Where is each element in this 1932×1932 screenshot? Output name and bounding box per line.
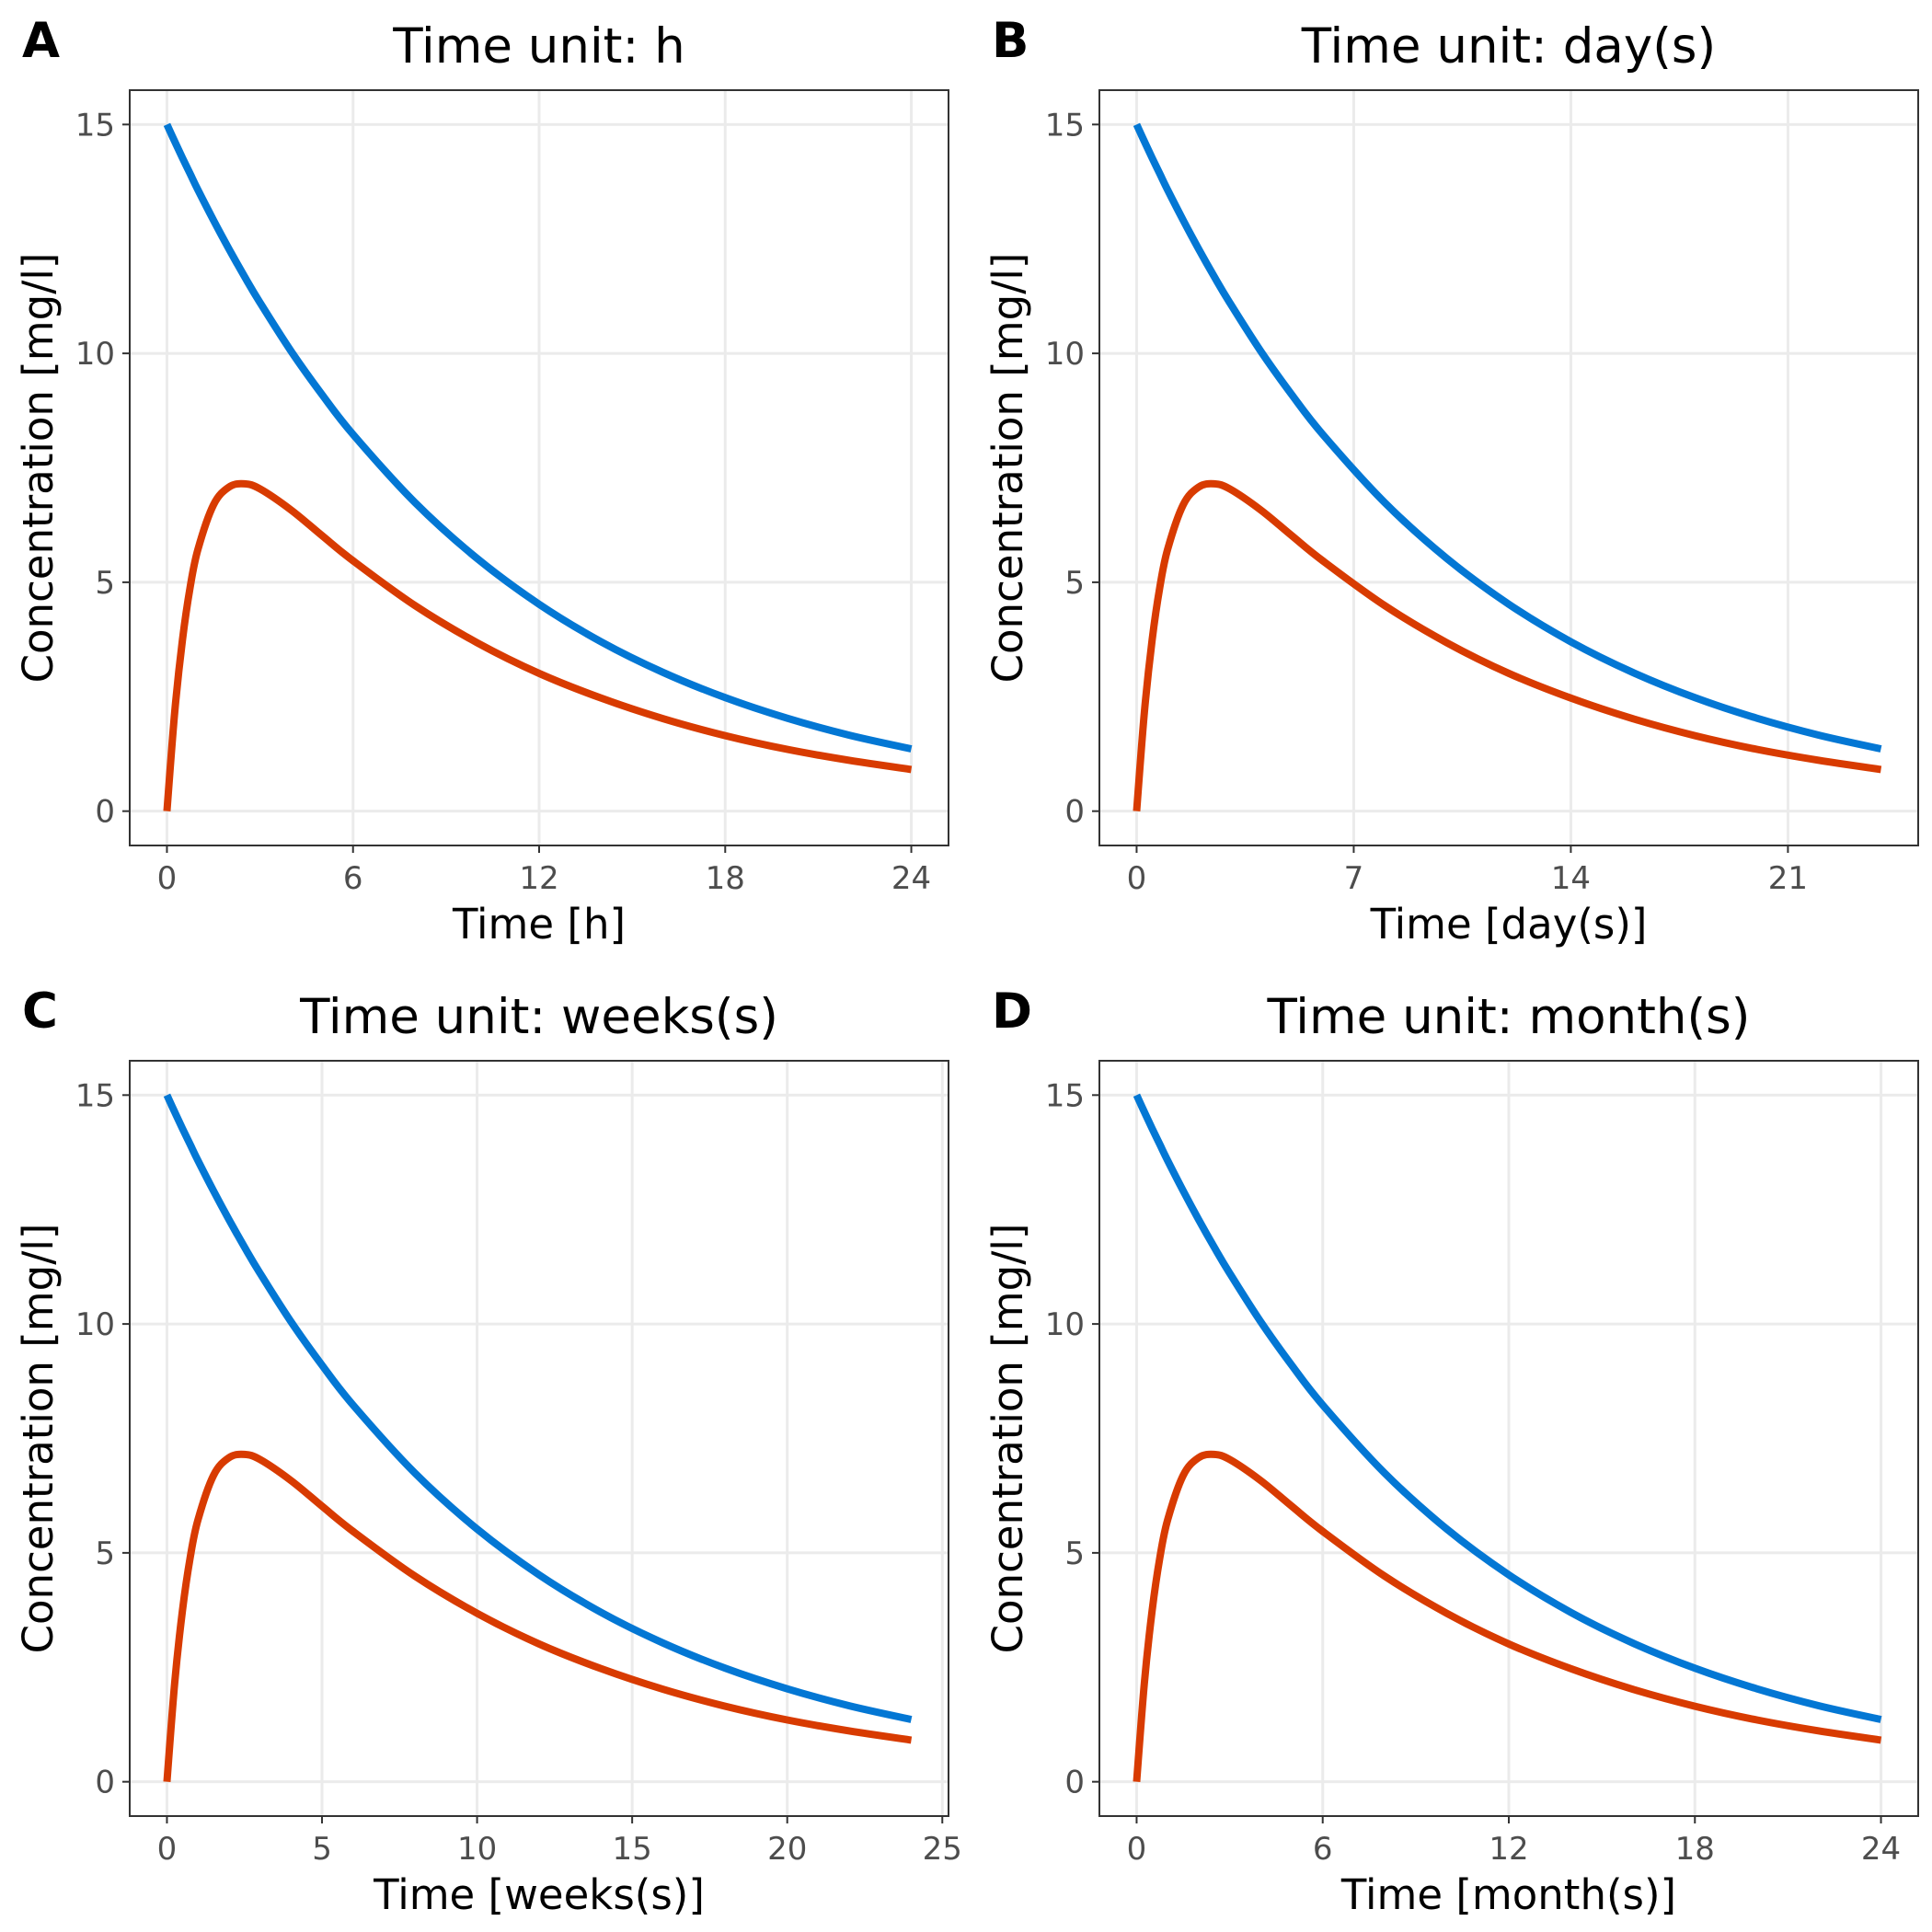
plot-frame <box>1098 89 1919 846</box>
series-line-0 <box>1133 1093 1882 1723</box>
panel-letter: C <box>22 983 58 1040</box>
series-line-1 <box>163 479 913 811</box>
series-line-0 <box>163 122 913 753</box>
panel-letter: D <box>992 983 1032 1040</box>
y-tick-label: 15 <box>75 107 115 144</box>
y-axis-title: Concentration [mg/l] <box>983 1224 1032 1654</box>
x-tick-label: 18 <box>706 860 745 897</box>
x-tick-label: 0 <box>1127 860 1147 897</box>
x-tick-label: 0 <box>1127 1831 1147 1868</box>
x-tick-label: 25 <box>923 1831 962 1868</box>
y-tick-label: 0 <box>1064 794 1085 831</box>
x-tick-label: 18 <box>1675 1831 1715 1868</box>
y-tick-label: 5 <box>95 1535 115 1572</box>
y-tick-label: 5 <box>1064 565 1085 602</box>
x-tick-label: 20 <box>767 1831 807 1868</box>
y-axis-title: Concentration [mg/l] <box>983 253 1032 684</box>
x-tick-label: 0 <box>157 1831 178 1868</box>
series-line-1 <box>1133 1450 1882 1782</box>
x-tick-label: 0 <box>157 860 178 897</box>
x-tick-label: 15 <box>613 1831 652 1868</box>
y-tick-label: 0 <box>95 1765 115 1801</box>
y-tick-label: 10 <box>1045 1306 1085 1343</box>
y-tick-label: 10 <box>75 336 115 373</box>
panel-d: D Time unit: month(s) 0 5 10 15 0 6 12 18 24 Time [… <box>983 983 1919 1919</box>
panel-title: Time unit: weeks(s) <box>299 989 778 1045</box>
x-axis-title: Time [weeks(s)] <box>373 1870 705 1919</box>
x-tick-label: 5 <box>312 1831 332 1868</box>
y-tick-label: 5 <box>95 565 115 602</box>
panel-title: Time unit: month(s) <box>1267 989 1751 1045</box>
x-tick-label: 12 <box>1489 1831 1528 1868</box>
x-axis-title: Time [day(s)] <box>1370 900 1648 949</box>
series-line-1 <box>163 1450 913 1782</box>
panel-a: A Time unit: h 0 5 10 15 0 6 12 18 24 Time [h] Conce… <box>14 13 949 949</box>
y-axis-title: Concentration [mg/l] <box>14 1224 63 1654</box>
y-tick-label: 10 <box>75 1306 115 1343</box>
x-tick-label: 12 <box>519 860 558 897</box>
x-tick-label: 21 <box>1768 860 1808 897</box>
x-tick-label: 7 <box>1344 860 1364 897</box>
x-tick-label: 24 <box>1861 1831 1901 1868</box>
y-axis-title: Concentration [mg/l] <box>14 253 63 684</box>
panel-title: Time unit: h <box>392 18 685 75</box>
plot-frame <box>129 1060 949 1817</box>
x-axis-title: Time [h] <box>452 900 626 949</box>
y-tick-label: 10 <box>1045 336 1085 373</box>
y-tick-label: 5 <box>1064 1535 1085 1572</box>
y-tick-label: 0 <box>1064 1765 1085 1801</box>
x-tick-label: 24 <box>891 860 931 897</box>
panel-c: C Time unit: weeks(s) 0 5 10 15 0 5 10 15 20 25 Time… <box>14 983 962 1919</box>
x-tick-label: 10 <box>457 1831 497 1868</box>
panel-letter: B <box>992 13 1029 69</box>
x-tick-label: 14 <box>1551 860 1591 897</box>
plot-background <box>1099 90 1918 845</box>
series-line-0 <box>163 1093 913 1723</box>
y-tick-label: 15 <box>1045 1077 1085 1114</box>
y-tick-label: 0 <box>95 794 115 831</box>
panel-letter: A <box>22 13 60 69</box>
y-tick-label: 15 <box>1045 107 1085 144</box>
series-line-1 <box>1133 479 1882 811</box>
series-line-0 <box>1133 122 1882 753</box>
panel-b: B Time unit: day(s) 0 5 10 15 0 7 14 21 Time [day(… <box>983 13 1919 949</box>
plot-background <box>130 1061 949 1816</box>
x-axis-title: Time [month(s)] <box>1340 1870 1676 1919</box>
panel-title: Time unit: day(s) <box>1301 18 1716 75</box>
x-tick-label: 6 <box>343 860 363 897</box>
x-tick-label: 6 <box>1313 1831 1333 1868</box>
y-tick-label: 15 <box>75 1077 115 1114</box>
